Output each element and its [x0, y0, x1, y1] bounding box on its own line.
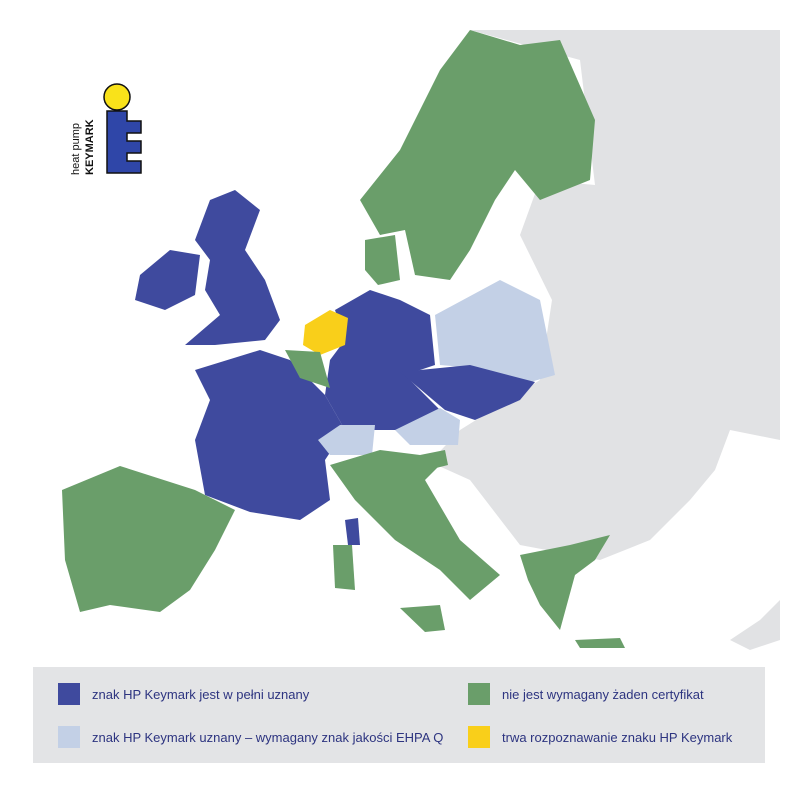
country-uk: [185, 190, 280, 345]
legend-label: znak HP Keymark jest w pełni uznany: [92, 686, 310, 702]
country-poland: [435, 280, 555, 385]
legend-swatch: [58, 726, 80, 748]
legend-item-full: znak HP Keymark jest w pełni uznany: [58, 683, 309, 705]
legend-swatch: [468, 726, 490, 748]
country-france: [195, 350, 345, 520]
heat-pump-keymark-logo: heat pump KEYMARK: [35, 75, 155, 195]
country-germany: [325, 290, 440, 430]
country-italy: [330, 450, 500, 600]
country-denmark: [365, 235, 400, 285]
legend-swatch: [58, 683, 80, 705]
region-other-east: [730, 600, 780, 650]
country-iberia: [62, 466, 235, 612]
country-netherlands: [303, 310, 348, 355]
country-sicily: [400, 605, 445, 632]
country-sardinia: [333, 545, 355, 590]
country-corsica: [345, 518, 360, 545]
legend-swatch: [468, 683, 490, 705]
region-other: [430, 30, 780, 560]
country-greece: [520, 535, 610, 630]
legend-label: nie jest wymagany żaden certyfikat: [502, 686, 704, 702]
legend-label: znak HP Keymark uznany – wymagany znak j…: [92, 729, 444, 745]
legend-item-pending: trwa rozpoznawanie znaku HP Keymark: [468, 726, 732, 748]
country-austria: [395, 408, 460, 445]
keymark-logo-graphic: heat pump KEYMARK: [70, 83, 142, 175]
logo-line1: heat pump: [70, 123, 82, 175]
country-belgium: [285, 350, 330, 388]
country-czechia-slovakia: [400, 365, 535, 420]
legend-label: trwa rozpoznawanie znaku HP Keymark: [502, 729, 733, 745]
legend: znak HP Keymark jest w pełni uznany nie …: [33, 667, 765, 763]
country-ireland: [135, 250, 200, 310]
legend-item-ehpa: znak HP Keymark uznany – wymagany znak j…: [58, 726, 443, 748]
country-slovenia: [420, 450, 448, 470]
country-crete: [575, 638, 625, 648]
country-switzerland: [318, 425, 375, 455]
country-nordics: [360, 30, 595, 280]
legend-item-none: nie jest wymagany żaden certyfikat: [468, 683, 704, 705]
logo-line2: KEYMARK: [84, 119, 96, 175]
